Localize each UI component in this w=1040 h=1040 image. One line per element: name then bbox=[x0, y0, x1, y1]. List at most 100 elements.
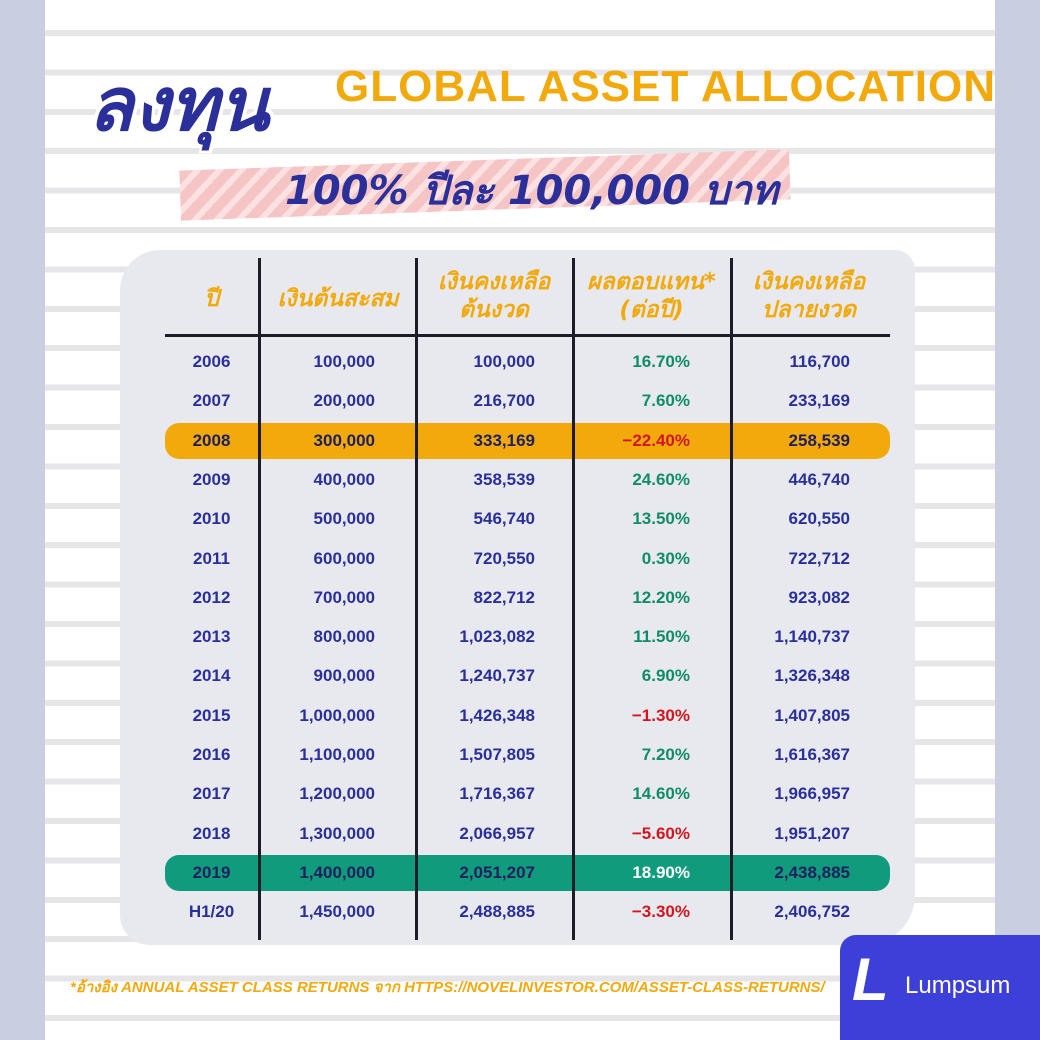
year-cell: 2015 bbox=[192, 705, 231, 725]
value-cell: 11.50% bbox=[633, 627, 690, 647]
year-cell: 2007 bbox=[192, 391, 231, 411]
year-cell: 2014 bbox=[192, 666, 231, 686]
value-cell: 1,100,000 bbox=[299, 745, 375, 764]
year-cell: 2013 bbox=[192, 627, 231, 647]
value-cell: 7.20% bbox=[641, 745, 690, 764]
value-cell: 233,169 bbox=[788, 391, 850, 411]
value-cell: 258,539 bbox=[788, 430, 850, 450]
header-rule bbox=[165, 334, 890, 337]
value-cell: 358,539 bbox=[473, 469, 535, 489]
value-cell: 1,140,737 bbox=[774, 627, 850, 647]
column-divider bbox=[258, 258, 261, 940]
year-cell: 2009 bbox=[192, 469, 231, 489]
value-cell: 24.60% bbox=[632, 469, 690, 489]
value-cell: 2,438,885 bbox=[774, 862, 850, 882]
value-cell: 546,740 bbox=[473, 509, 535, 529]
subtitle: 100% ปีละ 100,000 บาท bbox=[285, 168, 779, 214]
value-cell: 800,000 bbox=[313, 627, 375, 647]
value-cell: 2,066,957 bbox=[459, 823, 535, 843]
value-cell: 923,082 bbox=[788, 587, 850, 607]
value-cell: 900,000 bbox=[313, 666, 375, 686]
value-cell: 1,507,805 bbox=[459, 745, 535, 764]
value-cell: 1,240,737 bbox=[459, 666, 535, 686]
value-cell: 16.70% bbox=[632, 352, 690, 371]
value-cell: 14.60% bbox=[632, 784, 690, 804]
value-cell: 6.90% bbox=[641, 666, 690, 686]
value-cell: 18.90% bbox=[632, 862, 690, 882]
logo-text: Lumpsum bbox=[905, 972, 1011, 999]
value-cell: −1.30% bbox=[631, 705, 690, 725]
value-cell: 200,000 bbox=[313, 391, 375, 411]
table-background bbox=[120, 250, 915, 945]
title-english: GLOBAL ASSET ALLOCATION bbox=[335, 62, 996, 111]
header-line: (ต่อปี) bbox=[619, 297, 684, 323]
title-thai: ลงทุน bbox=[88, 62, 269, 148]
column-divider bbox=[415, 258, 418, 940]
value-cell: 1,616,367 bbox=[774, 745, 850, 764]
value-cell: −5.60% bbox=[631, 823, 690, 843]
footnote: *อ้างอิง ANNUAL ASSET CLASS RETURNS จาก … bbox=[70, 979, 825, 996]
value-cell: 300,000 bbox=[313, 430, 375, 450]
header-line: เงินคงเหลือ bbox=[752, 269, 866, 295]
logo-icon: L bbox=[852, 946, 889, 1013]
year-cell: 2008 bbox=[192, 430, 231, 450]
year-cell: 2006 bbox=[192, 352, 231, 371]
value-cell: 216,700 bbox=[473, 391, 535, 411]
year-cell: 2018 bbox=[192, 823, 231, 843]
value-cell: 100,000 bbox=[473, 352, 535, 371]
value-cell: 333,169 bbox=[473, 430, 535, 450]
logo-box bbox=[840, 935, 1040, 1040]
value-cell: 822,712 bbox=[473, 587, 535, 607]
row-highlight bbox=[165, 854, 890, 891]
value-cell: 2,051,207 bbox=[459, 862, 535, 882]
column-header: เงินต้นสะสม bbox=[262, 285, 414, 313]
year-cell: 2017 bbox=[192, 784, 231, 804]
value-cell: 1,966,957 bbox=[774, 784, 850, 804]
year-cell: 2019 bbox=[192, 862, 231, 882]
header-line: ต้นงวด bbox=[459, 297, 529, 323]
value-cell: 2,488,885 bbox=[459, 902, 535, 922]
value-cell: 1,300,000 bbox=[299, 823, 375, 843]
value-cell: −22.40% bbox=[622, 430, 690, 450]
value-cell: 1,326,348 bbox=[774, 666, 850, 686]
header-line: ผลตอบแทน* bbox=[587, 269, 716, 295]
header-line: เงินคงเหลือ bbox=[437, 269, 551, 295]
value-cell: 400,000 bbox=[313, 469, 375, 489]
year-cell: H1/20 bbox=[188, 902, 235, 922]
value-cell: 500,000 bbox=[313, 509, 375, 529]
value-cell: 1,000,000 bbox=[299, 705, 375, 725]
value-cell: 700,000 bbox=[313, 587, 375, 607]
row-highlight bbox=[165, 422, 890, 459]
value-cell: 12.20% bbox=[632, 587, 690, 607]
value-cell: 0.30% bbox=[641, 548, 690, 568]
value-cell: 7.60% bbox=[641, 391, 690, 411]
value-cell: 2,406,752 bbox=[774, 902, 850, 922]
value-cell: 722,712 bbox=[788, 548, 850, 568]
column-header: ปี bbox=[165, 285, 258, 313]
value-cell: 100,000 bbox=[313, 352, 375, 371]
value-cell: −3.30% bbox=[631, 902, 690, 922]
year-cell: 2010 bbox=[192, 509, 231, 529]
value-cell: 1,400,000 bbox=[299, 862, 375, 882]
value-cell: 1,023,082 bbox=[459, 627, 535, 647]
value-cell: 1,407,805 bbox=[774, 705, 850, 725]
value-cell: 620,550 bbox=[788, 509, 850, 529]
value-cell: 446,740 bbox=[788, 469, 850, 489]
year-cell: 2016 bbox=[192, 745, 231, 764]
header-line: ปลายงวด bbox=[761, 297, 857, 323]
year-cell: 2012 bbox=[192, 587, 231, 607]
value-cell: 720,550 bbox=[473, 548, 535, 568]
column-header: เงินคงเหลือ ต้นงวด bbox=[418, 268, 570, 324]
value-cell: 600,000 bbox=[313, 548, 375, 568]
column-header: ผลตอบแทน* (ต่อปี) bbox=[575, 268, 728, 324]
value-cell: 1,200,000 bbox=[299, 784, 375, 804]
value-cell: 1,951,207 bbox=[774, 823, 850, 843]
column-header: เงินคงเหลือ ปลายงวด bbox=[733, 268, 885, 324]
value-cell: 1,716,367 bbox=[459, 784, 535, 804]
year-cell: 2011 bbox=[193, 548, 230, 568]
column-divider bbox=[730, 258, 733, 940]
column-divider bbox=[572, 258, 575, 940]
value-cell: 1,426,348 bbox=[459, 705, 535, 725]
value-cell: 13.50% bbox=[632, 509, 690, 529]
